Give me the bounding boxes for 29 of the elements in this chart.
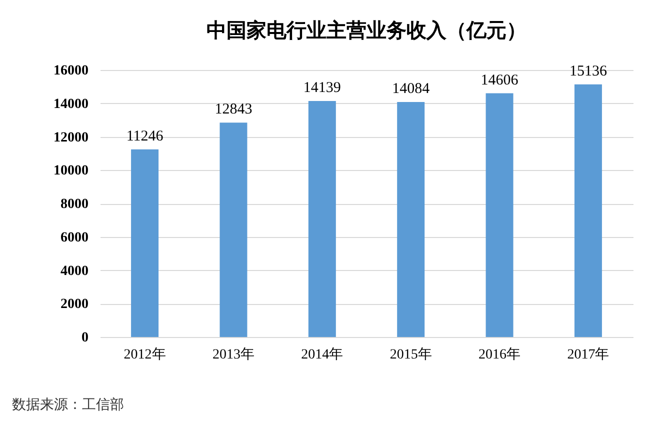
data-label: 15136 xyxy=(569,63,608,80)
data-label: 12843 xyxy=(214,102,252,118)
data-label: 11246 xyxy=(126,128,164,144)
y-tick-label: 14000 xyxy=(54,96,88,112)
data-label: 14139 xyxy=(303,80,341,96)
y-tick-label: 2000 xyxy=(60,297,88,312)
bar xyxy=(397,102,425,337)
data-label: 14084 xyxy=(392,80,430,97)
bar xyxy=(308,101,336,337)
bar xyxy=(574,84,602,337)
x-tick-label: 2017年 xyxy=(567,346,610,362)
y-tick-label: 16000 xyxy=(54,64,88,78)
bar xyxy=(220,122,248,337)
bar xyxy=(131,149,159,337)
data-label: 14606 xyxy=(480,72,519,88)
y-tick-label: 4000 xyxy=(60,264,88,279)
y-tick-label: 10000 xyxy=(54,164,88,179)
y-tick-label: 6000 xyxy=(60,230,88,246)
y-tick-label: 8000 xyxy=(60,197,88,212)
chart-title: 中国家电行业主营业务收入（亿元） xyxy=(206,19,526,42)
x-tick-label: 2014年 xyxy=(301,346,344,362)
y-tick-label: 12000 xyxy=(54,130,88,146)
x-tick-label: 2013年 xyxy=(212,346,254,362)
x-tick-label: 2012年 xyxy=(124,346,166,362)
x-tick-label: 2015年 xyxy=(390,346,432,362)
bar xyxy=(486,93,514,337)
y-tick-label: 0 xyxy=(82,330,88,346)
x-tick-label: 2016年 xyxy=(478,346,521,362)
source-note: 数据来源：工信部 xyxy=(12,397,124,413)
